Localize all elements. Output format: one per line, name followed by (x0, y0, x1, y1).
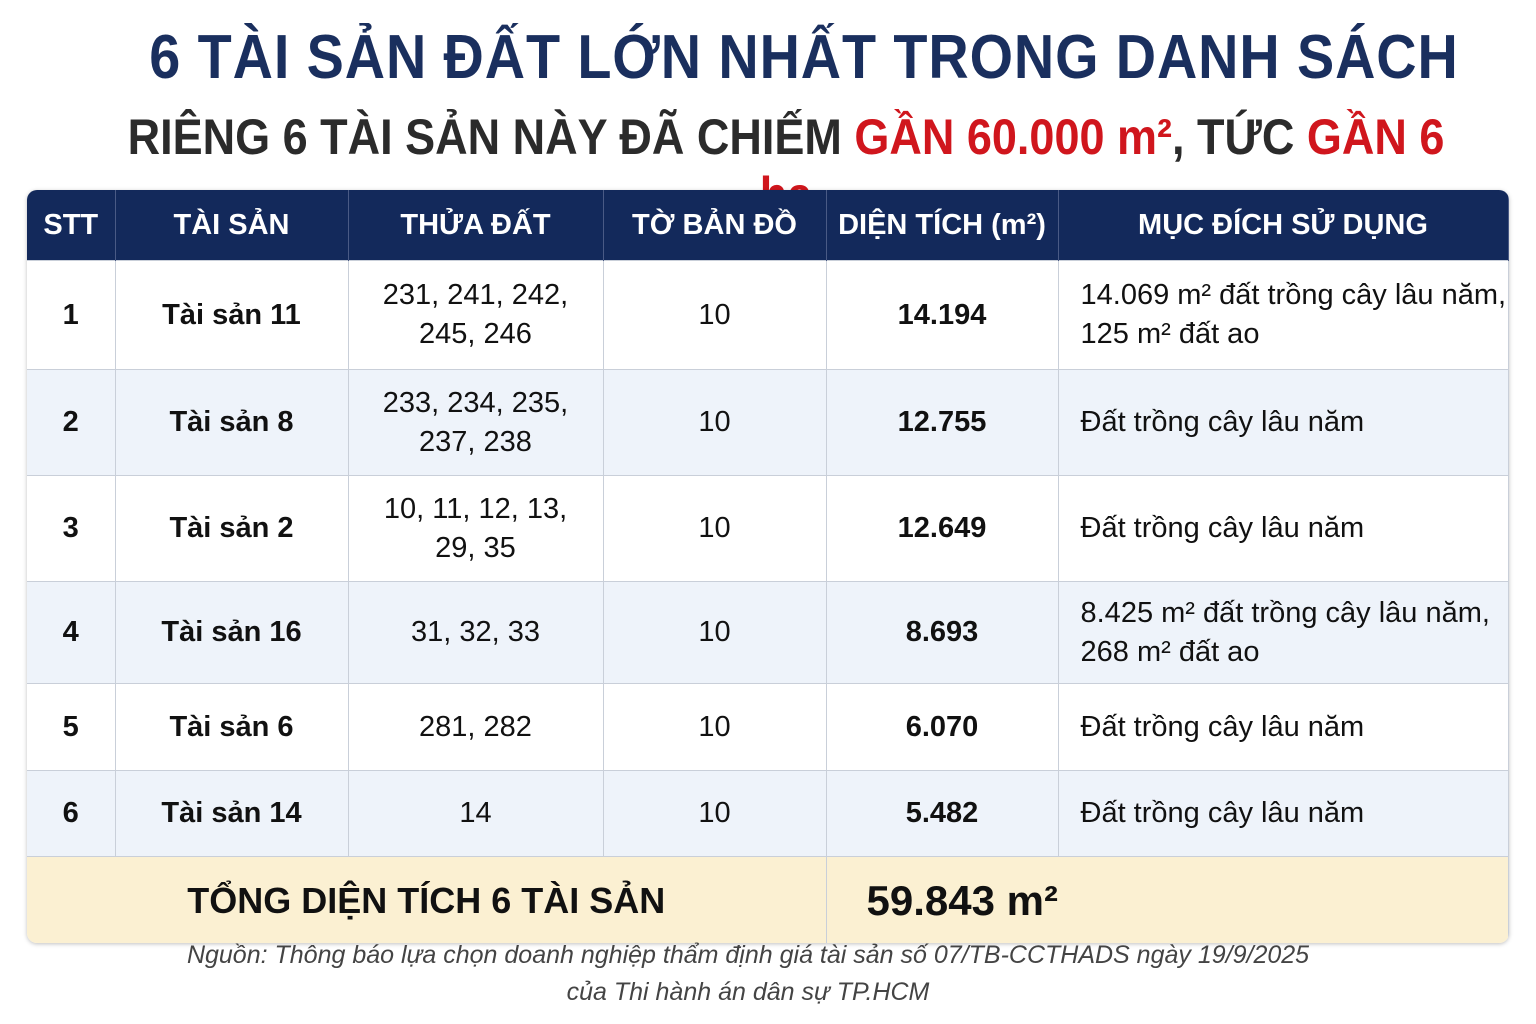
table-cell: 10 (603, 260, 827, 370)
table-cell: 3 (27, 475, 116, 582)
table-row: 3 Tài sản 2 10, 11, 12, 13, 29, 35 10 12.649 Đ… (27, 475, 1509, 582)
column-header: TÀI SẢN (115, 190, 349, 261)
cell-line: 245, 246 (419, 318, 532, 350)
cell-line: Đất trồng cây lâu năm (1080, 406, 1365, 438)
table-cell: Đất trồng cây lâu năm (1058, 369, 1509, 476)
cell-line: Đất trồng cây lâu năm (1080, 512, 1365, 544)
subtitle-part: , TỨC (1172, 109, 1307, 165)
table-cell: Tài sản 2 (115, 475, 349, 582)
table-cell: Tài sản 16 (115, 581, 349, 684)
column-header: MỤC ĐÍCH SỬ DỤNG (1058, 190, 1509, 261)
table-row: 4 Tài sản 16 31, 32, 33 10 8.693 8.425 m² đất… (27, 581, 1509, 684)
table-cell: 14.194 (826, 260, 1059, 370)
cell-line: 233, 234, 235, (382, 386, 569, 419)
table-row: 2 Tài sản 8 233, 234, 235, 237, 238 10 12.755… (27, 369, 1509, 476)
table-cell: 10 (603, 683, 827, 771)
table-cell: 4 (27, 581, 116, 684)
table-cell: 10 (603, 581, 827, 684)
table-cell: 8.425 m² đất trồng cây lâu năm, 268 m² đấ… (1058, 581, 1509, 684)
cell-line: 237, 238 (419, 425, 532, 458)
table-cell: 12.755 (826, 369, 1059, 476)
cell-line: 8.425 m² đất trồng cây lâu năm, (1080, 596, 1490, 629)
table-cell: 1 (27, 260, 116, 370)
source-note: Nguồn: Thông báo lựa chọn doanh nghiệp t… (0, 937, 1496, 1011)
table-cell: 10 (603, 770, 827, 857)
table-cell: Tài sản 11 (115, 260, 349, 370)
table-body: 1 Tài sản 11 231, 241, 242, 245, 246 10 14.19… (27, 260, 1509, 943)
table-cell: 10 (603, 369, 827, 476)
table-cell: 2 (27, 369, 116, 476)
table-cell: 10, 11, 12, 13, 29, 35 (348, 475, 604, 582)
table-cell: Đất trồng cây lâu năm (1058, 475, 1509, 582)
cell-line: 10, 11, 12, 13, (383, 492, 568, 525)
cell-line: 14.069 m² đất trồng cây lâu năm, (1080, 279, 1507, 311)
cell-line: 281, 282 (419, 710, 532, 743)
column-header: STT (27, 190, 116, 261)
cell-line: Đất trồng cây lâu năm (1080, 797, 1365, 829)
title: 6 TÀI SẢN ĐẤT LỚN NHẤT TRONG DANH SÁCH (149, 23, 1459, 92)
table-cell: 10 (603, 475, 827, 582)
table-cell: Đất trồng cây lâu năm (1058, 683, 1509, 771)
table-cell: 14.069 m² đất trồng cây lâu năm, 125 m² đ… (1058, 260, 1509, 370)
table-cell: 12.649 (826, 475, 1059, 582)
cell-line: 231, 241, 242, (382, 279, 569, 311)
cell-line: 14 (459, 797, 492, 829)
table-cell: 5.482 (826, 770, 1059, 857)
table-cell: Đất trồng cây lâu năm (1058, 770, 1509, 857)
table-cell: 6.070 (826, 683, 1059, 771)
table-cell: 231, 241, 242, 245, 246 (348, 260, 604, 370)
cell-line: 268 m² đất ao (1080, 635, 1260, 668)
table-cell: 31, 32, 33 (348, 581, 604, 684)
column-header: TỜ BẢN ĐỒ (603, 190, 827, 261)
cell-line: 125 m² đất ao (1080, 318, 1260, 350)
total-label: TỔNG DIỆN TÍCH 6 TÀI SẢN (27, 856, 827, 943)
total-row: TỔNG DIỆN TÍCH 6 TÀI SẢN 59.843 m² (27, 856, 1509, 943)
cell-line: Đất trồng cây lâu năm (1080, 710, 1365, 743)
subtitle-part: RIÊNG 6 TÀI SẢN NÀY ĐÃ CHIẾM (127, 109, 855, 165)
header-row: STT TÀI SẢN THỬA ĐẤT TỜ BẢN ĐỒ DIỆN TÍCH (m²… (27, 190, 1509, 261)
table-row: 5 Tài sản 6 281, 282 10 6.070 Đất trồng cây l… (27, 683, 1509, 771)
table-cell: 233, 234, 235, 237, 238 (348, 369, 604, 476)
table-cell: Tài sản 14 (115, 770, 349, 857)
subtitle-part: GẦN 60.000 m² (854, 109, 1173, 165)
table-cell: 281, 282 (348, 683, 604, 771)
table-cell: Tài sản 6 (115, 683, 349, 771)
table-cell: 14 (348, 770, 604, 857)
data-table: STT TÀI SẢN THỬA ĐẤT TỜ BẢN ĐỒ DIỆN TÍCH (m²… (27, 190, 1509, 943)
table-row: 6 Tài sản 14 14 10 5.482 Đất trồng cây lâu nă… (27, 770, 1509, 857)
cell-line: 31, 32, 33 (411, 616, 540, 648)
cell-line: 29, 35 (435, 531, 516, 564)
table-cell: 8.693 (826, 581, 1059, 684)
column-header: THỬA ĐẤT (348, 190, 604, 261)
source-line: của Thi hành án dân sự TP.HCM (566, 978, 930, 1006)
table-row: 1 Tài sản 11 231, 241, 242, 245, 246 10 14.19… (27, 260, 1509, 370)
table-cell: Tài sản 8 (115, 369, 349, 476)
column-header: DIỆN TÍCH (m²) (826, 190, 1059, 261)
table-cell: 5 (27, 683, 116, 771)
table-cell: 6 (27, 770, 116, 857)
total-value: 59.843 m² (826, 856, 1509, 943)
source-line: Nguồn: Thông báo lựa chọn doanh nghiệp t… (186, 941, 1310, 969)
